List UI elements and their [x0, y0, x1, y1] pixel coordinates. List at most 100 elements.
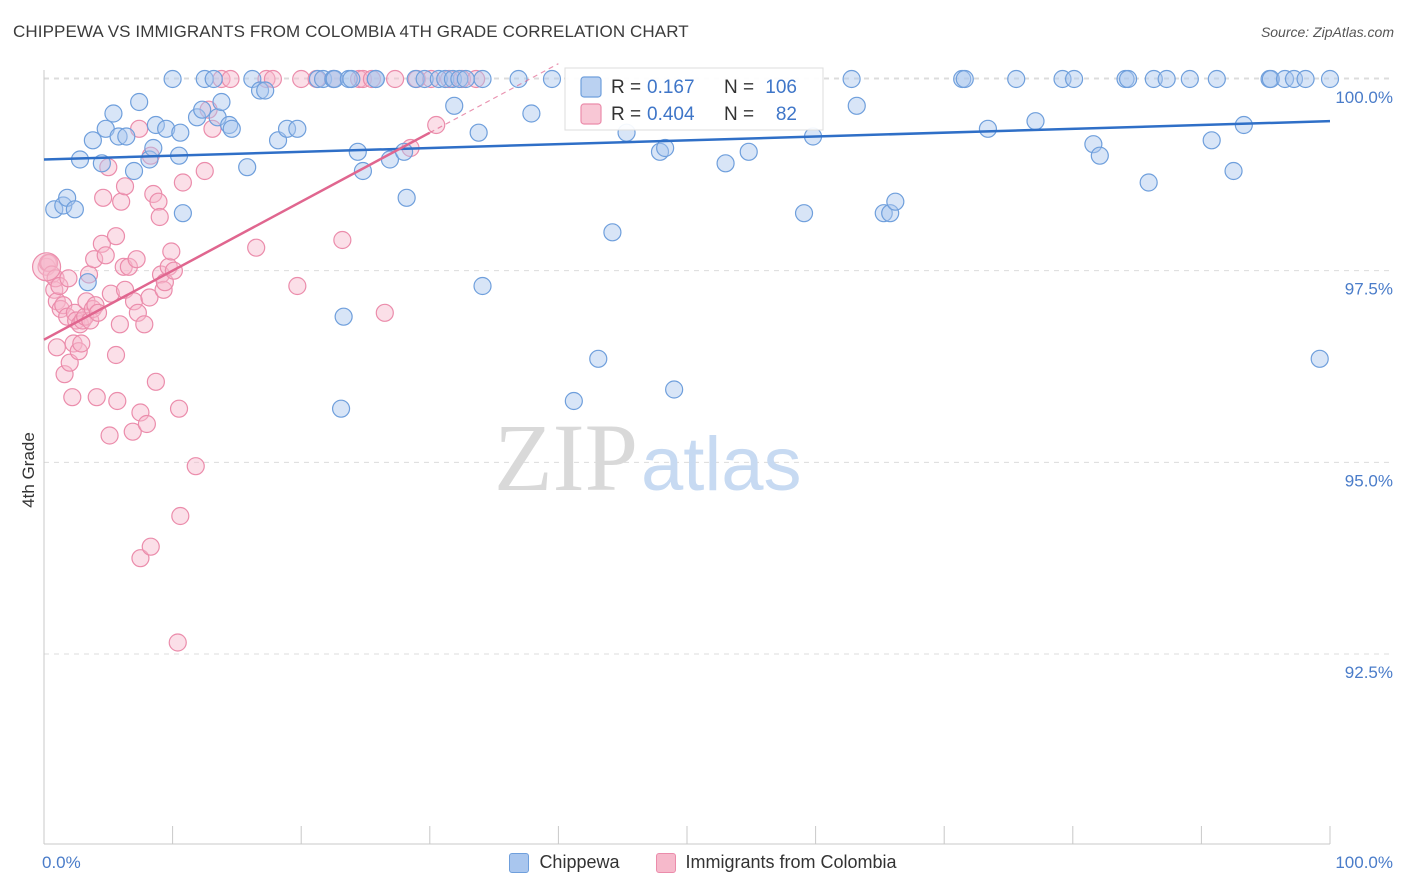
point-chippewa: [238, 158, 257, 177]
point-chippewa: [874, 204, 893, 223]
point-chippewa: [522, 104, 541, 123]
point-immigrants-from-colombia: [186, 457, 205, 476]
point-immigrants-from-colombia: [72, 334, 91, 353]
point-immigrants-from-colombia: [257, 69, 276, 89]
point-chippewa: [473, 69, 492, 89]
stats-legend-r-value: 0.404: [647, 104, 695, 125]
point-chippewa: [429, 69, 448, 89]
point-chippewa: [739, 142, 758, 161]
legend-label-chippewa: Chippewa: [539, 852, 620, 872]
point-chippewa: [450, 69, 469, 89]
point-chippewa: [443, 69, 463, 89]
point-chippewa: [842, 69, 861, 89]
point-chippewa: [1224, 161, 1243, 181]
stats-legend: R = 0.167 N = 106 R = 0.404 N = 82: [564, 67, 824, 131]
point-immigrants-from-colombia: [128, 303, 147, 322]
point-immigrants-from-colombia: [112, 192, 131, 211]
watermark-zip: ZIP: [494, 404, 638, 511]
point-chippewa: [1026, 112, 1045, 131]
point-immigrants-from-colombia: [292, 69, 311, 89]
point-immigrants-from-colombia: [115, 177, 135, 196]
axes: 92.5% 95.0% 97.5% 100.0% 0.0% 100.0%: [42, 70, 1393, 872]
point-immigrants-from-colombia: [127, 250, 146, 269]
point-chippewa: [117, 127, 136, 146]
point-chippewa: [955, 69, 974, 89]
stats-legend-swatch: [580, 76, 602, 98]
point-immigrants-from-colombia: [106, 227, 126, 246]
point-immigrants-from-colombia: [96, 246, 115, 265]
stats-legend-r-value: 0.167: [647, 77, 695, 98]
point-chippewa: [193, 100, 212, 119]
point-immigrants-from-colombia: [63, 388, 82, 407]
point-immigrants-from-colombia: [333, 230, 352, 250]
legend-item-chippewa[interactable]: Chippewa: [509, 852, 620, 873]
point-chippewa: [1118, 69, 1138, 89]
point-chippewa: [334, 307, 353, 326]
point-immigrants-from-colombia: [247, 238, 266, 257]
point-chippewa: [1180, 69, 1199, 89]
legend-item-immigrants-from-colombia[interactable]: Immigrants from Colombia: [655, 852, 897, 873]
trend-line-immigrants-from-colombia: [43, 131, 431, 341]
point-chippewa: [1296, 69, 1315, 89]
point-immigrants-from-colombia: [168, 633, 187, 652]
point-chippewa: [1157, 69, 1176, 89]
point-immigrants-from-colombia: [131, 549, 150, 568]
point-chippewa: [250, 81, 270, 100]
point-chippewa: [978, 119, 998, 138]
point-chippewa: [83, 131, 102, 150]
point-chippewa: [130, 92, 149, 112]
stats-legend-swatch: [580, 103, 602, 125]
point-chippewa: [366, 69, 385, 89]
point-immigrants-from-colombia: [55, 365, 74, 384]
y-tick-label: 95.0%: [1345, 471, 1393, 490]
point-chippewa: [564, 391, 583, 411]
point-immigrants-from-colombia: [362, 69, 382, 89]
point-chippewa: [146, 115, 165, 135]
trend-extension-immigrants-from-colombia: [429, 63, 559, 134]
y-tick-label: 97.5%: [1345, 280, 1393, 299]
stats-legend-r-label: R =: [611, 104, 641, 125]
stats-legend-n-label: N =: [724, 104, 754, 125]
stats-legend-n-value: 82: [776, 104, 797, 125]
point-chippewa: [1202, 131, 1221, 150]
point-chippewa: [716, 154, 735, 173]
point-immigrants-from-colombia: [101, 284, 120, 303]
point-immigrants-from-colombia: [119, 257, 138, 276]
point-immigrants-from-colombia: [131, 403, 150, 422]
point-chippewa: [65, 200, 84, 219]
point-immigrants-from-colombia: [140, 288, 159, 307]
point-chippewa: [173, 204, 192, 223]
point-immigrants-from-colombia: [135, 315, 154, 334]
point-immigrants-from-colombia: [87, 388, 106, 407]
point-chippewa: [794, 204, 814, 223]
point-chippewa: [45, 200, 64, 219]
point-chippewa: [456, 69, 475, 89]
point-chippewa: [222, 119, 241, 138]
watermark: ZIP atlas: [494, 404, 802, 511]
point-immigrants-from-colombia: [162, 242, 181, 261]
point-immigrants-from-colombia: [221, 69, 240, 89]
series-legend: Chippewa Immigrants from Colombia: [0, 852, 1406, 873]
point-immigrants-from-colombia: [137, 414, 156, 434]
series-chippewa: [45, 69, 1340, 418]
legend-swatch-chippewa: [509, 852, 530, 873]
point-chippewa: [331, 399, 351, 418]
point-immigrants-from-colombia: [65, 303, 84, 322]
y-tick-label: 92.5%: [1345, 663, 1393, 682]
point-chippewa: [124, 161, 144, 181]
point-chippewa: [1320, 69, 1340, 89]
point-chippewa: [1139, 173, 1158, 192]
point-chippewa: [542, 69, 562, 89]
point-chippewa: [665, 380, 684, 399]
watermark-atlas: atlas: [641, 422, 802, 507]
point-immigrants-from-colombia: [149, 192, 168, 211]
point-chippewa: [509, 69, 528, 89]
point-chippewa: [397, 188, 416, 207]
stats-legend-r-label: R =: [611, 77, 641, 98]
point-immigrants-from-colombia: [110, 315, 129, 334]
point-chippewa: [1261, 69, 1280, 89]
point-chippewa: [415, 69, 434, 89]
point-immigrants-from-colombia: [108, 391, 127, 411]
stats-legend-frame: [564, 67, 824, 131]
